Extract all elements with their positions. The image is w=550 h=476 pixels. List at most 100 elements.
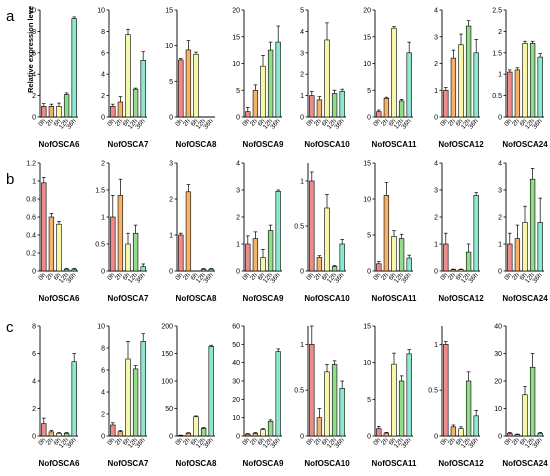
c-nofosca7-bar-6h [125, 358, 131, 437]
a-nofosca6-bar-2h [48, 106, 55, 118]
b-nofosca7-bar-2h [117, 195, 124, 272]
b-nofosca6-ytick-label-1: 0.2 [26, 251, 36, 258]
a-nofosca11-bar-0h [376, 111, 382, 118]
b-nofosca9-xtick-label-2h: 2h [249, 271, 259, 281]
a-nofosca12-ytick-label-4: 4 [434, 8, 438, 15]
a-nofosca10-title: NofOSCA10 [304, 140, 350, 149]
c-nofosca9-ytick-label-6: 60 [232, 324, 240, 331]
b-nofosca9-xtick-label-36h: 36h [269, 272, 282, 285]
c-nofosca11-bar-0h [376, 428, 382, 437]
a-nofosca6-ytick-label-1: 2 [32, 93, 36, 100]
c-nofosca7-bar-0h [110, 424, 116, 437]
a-nofosca24-ytick-label-0: 0 [498, 115, 502, 122]
b-nofosca7-ytick-label-2: 1 [101, 215, 105, 222]
b-nofosca6-xtick-label-0h: 0h [37, 271, 47, 281]
b-nofosca12-xtick-label-2h: 2h [447, 271, 457, 281]
c-nofosca6-xtick-label-0h: 0h [37, 436, 47, 446]
b-nofosca12-xtick-label-36h: 36h [467, 272, 480, 285]
a-nofosca8-ytick-label-3: 15 [165, 8, 173, 15]
b-nofosca24-bar-36h [537, 222, 543, 272]
b-nofosca6-bar-2h [48, 216, 55, 272]
c-nofosca8-ytick-label-1: 50 [165, 406, 173, 413]
b-nofosca6-ytick-label-5: 1 [32, 179, 36, 186]
c-nofosca7-xtick-label-2h: 2h [114, 436, 124, 446]
a-nofosca6-ytick-label-3: 6 [32, 50, 36, 57]
c-nofosca7-bar-12h [132, 368, 139, 437]
c-nofosca7-ytick-label-5: 10 [97, 324, 105, 331]
b-nofosca24-title: NofOSCA24 [502, 294, 548, 303]
b-nofosca6-bar-0h [41, 182, 47, 272]
b-nofosca24-xtick-label-36h: 36h [531, 272, 544, 285]
c-nofosca9-xtick-label-0h: 0h [241, 436, 251, 446]
a-nofosca10-ytick-label-4: 4 [300, 29, 304, 36]
c-nofosca10-ytick-label-0: 0 [300, 434, 304, 441]
a-nofosca24-xtick-label-0h: 0h [503, 117, 513, 127]
c-nofosca6-ytick-label-4: 8 [32, 324, 36, 331]
a-nofosca6-xtick-label-0h: 0h [37, 117, 47, 127]
c-nofosca6-bar-36h [71, 361, 77, 437]
c-nofosca8-bar-12h [200, 427, 207, 437]
b-nofosca9-xtick-label-6h: 6h [257, 271, 267, 281]
c-nofosca9-ytick-label-2: 20 [232, 397, 240, 404]
b-nofosca9-bar-36h [275, 191, 281, 272]
c-nofosca6-ytick-label-2: 4 [32, 379, 36, 386]
a-nofosca24-title: NofOSCA24 [502, 140, 548, 149]
a-nofosca10-ytick-label-0: 0 [300, 115, 304, 122]
b-nofosca24-xtick-label-0h: 0h [503, 271, 513, 281]
a-nofosca9-title: NofOSCA9 [243, 140, 284, 149]
row-label-c: c [6, 319, 14, 336]
c-nofosca24-bar-36h [537, 432, 543, 437]
b-nofosca7-ytick-label-0: 0 [101, 269, 105, 276]
c-nofosca7-ytick-label-1: 2 [101, 412, 105, 419]
c-nofosca24-xtick-label-0h: 0h [503, 436, 513, 446]
a-nofosca9-ytick-label-0: 0 [236, 115, 240, 122]
b-nofosca7-xtick-label-6h: 6h [122, 271, 132, 281]
b-nofosca9-bar-2h [252, 238, 259, 272]
a-nofosca8-xtick-label-6h: 6h [190, 117, 200, 127]
a-nofosca6-title: NofOSCA6 [39, 140, 80, 149]
b-nofosca11-xtick-label-2h: 2h [380, 271, 390, 281]
b-nofosca12-bar-36h [473, 195, 479, 272]
a-nofosca12-title: NofOSCA12 [438, 140, 484, 149]
a-nofosca11-bar-2h [383, 97, 390, 118]
b-nofosca7-ytick-label-4: 2 [101, 161, 105, 168]
b-nofosca12-bar-0h [443, 243, 449, 272]
b-nofosca7-bar-12h [132, 232, 139, 272]
b-nofosca24-bar-2h [514, 238, 521, 272]
a-nofosca6-ytick-label-4: 8 [32, 29, 36, 36]
c-nofosca6-title: NofOSCA6 [39, 459, 80, 468]
c-nofosca11-ytick-label-3: 15 [363, 324, 371, 331]
b-nofosca10-bar-2h [316, 257, 323, 272]
a-nofosca11-ytick-label-0: 0 [367, 115, 371, 122]
b-nofosca10-bar-6h [324, 207, 330, 272]
c-nofosca11-ytick-label-0: 0 [367, 434, 371, 441]
a-nofosca8-xtick-label-2h: 2h [182, 117, 192, 127]
b-nofosca10-xtick-label-2h: 2h [313, 271, 323, 281]
a-nofosca11-ytick-label-1: 5 [367, 88, 371, 95]
a-nofosca9-xtick-label-36h: 36h [269, 118, 282, 131]
a-nofosca12-bar-2h [450, 57, 457, 118]
c-nofosca9-ytick-label-3: 30 [232, 379, 240, 386]
b-nofosca8-xtick-label-36h: 36h [202, 272, 215, 285]
b-nofosca10-ytick-label-1: 0.5 [294, 224, 304, 231]
c-nofosca12-ytick-label-2: 1 [434, 342, 438, 349]
a-nofosca9-ytick-label-4: 20 [232, 8, 240, 15]
a-nofosca8-ytick-label-0: 0 [169, 115, 173, 122]
a-nofosca11-bar-36h [406, 52, 412, 118]
c-nofosca11-bar-2h [383, 432, 390, 437]
b-nofosca10-ytick-label-0: 0 [300, 269, 304, 276]
c-nofosca8-ytick-label-2: 100 [161, 379, 173, 386]
a-nofosca7-ytick-label-1: 2 [101, 93, 105, 100]
a-nofosca7-xtick-label-6h: 6h [122, 117, 132, 127]
a-nofosca7-ytick-label-5: 10 [97, 8, 105, 15]
c-nofosca10-bar-2h [316, 417, 323, 437]
b-nofosca10-xtick-label-6h: 6h [321, 271, 331, 281]
a-nofosca24-xtick-label-6h: 6h [519, 117, 529, 127]
b-nofosca6-bar-12h [63, 268, 70, 272]
c-nofosca8-xtick-label-2h: 2h [182, 436, 192, 446]
c-nofosca9-bar-2h [252, 432, 259, 437]
a-nofosca11-xtick-label-36h: 36h [400, 118, 413, 131]
a-nofosca7-ytick-label-3: 6 [101, 50, 105, 57]
a-nofosca24-ytick-label-1: 0.5 [492, 93, 502, 100]
b-nofosca9-bar-0h [245, 243, 251, 272]
